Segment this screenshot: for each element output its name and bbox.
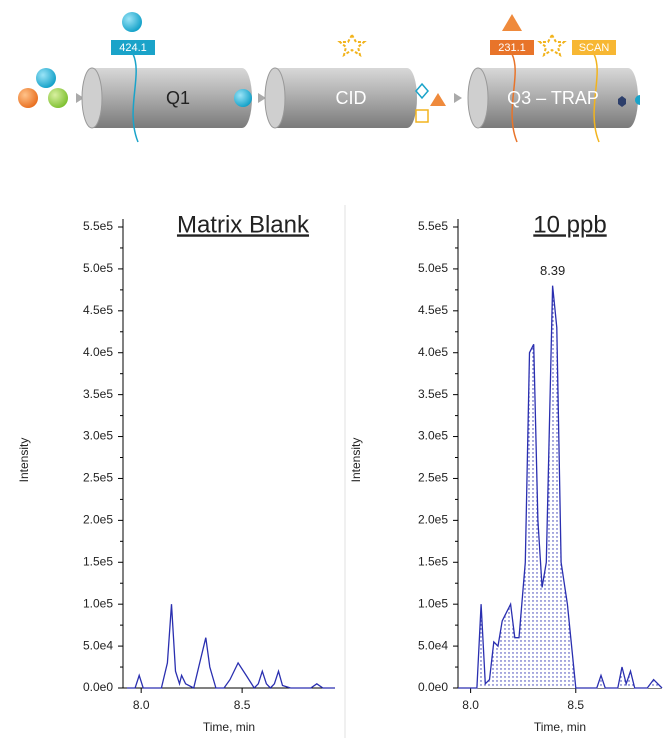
fragment <box>652 94 658 106</box>
chart-title: Matrix Blank <box>177 211 310 238</box>
y-tick-label: 3.0e5 <box>418 429 448 443</box>
y-tick-label: 4.5e5 <box>83 303 113 317</box>
y-tick-label: 5.0e5 <box>418 261 448 275</box>
cid-label: CID <box>336 88 367 108</box>
fragment <box>537 32 567 58</box>
fragment <box>502 14 522 31</box>
y-tick-label: 2.5e5 <box>418 471 448 485</box>
area-fill <box>458 285 662 688</box>
q3-label: Q3 – TRAP <box>507 88 599 108</box>
mass-box <box>490 40 534 55</box>
ion <box>48 88 68 108</box>
trace-line <box>458 285 663 689</box>
fragment <box>635 95 640 105</box>
charts: 0.0e0 5.0e4 1.0e5 1.5e5 2.0e5 2.5e5 3.0e5 3.5e5… <box>17 211 663 734</box>
x-tick-label: 8.5 <box>567 698 584 712</box>
x-tick-label: 8.0 <box>462 698 479 712</box>
q3-mass: 231.1 <box>498 42 526 54</box>
ion <box>18 88 38 108</box>
y-tick-label: 4.0e5 <box>418 345 448 359</box>
y-tick-label: 1.0e5 <box>83 596 113 610</box>
ion <box>234 89 252 107</box>
q1-mass: 424.1 <box>119 42 147 54</box>
y-tick-label: 2.0e5 <box>418 513 448 527</box>
y-tick-label: 0.0e0 <box>83 680 113 694</box>
fragment <box>430 93 446 106</box>
fragment <box>337 32 367 58</box>
y-tick-label: 1.0e5 <box>418 596 448 610</box>
y-tick-label: 3.0e5 <box>83 429 113 443</box>
fragment <box>415 109 429 123</box>
trace-line <box>127 604 335 690</box>
y-tick-label: 5.0e4 <box>83 638 113 652</box>
y-tick-label: 1.5e5 <box>83 554 113 568</box>
scan-box <box>572 40 616 55</box>
x-tick-label: 8.5 <box>234 698 251 712</box>
q1-cylinder: Q1 <box>81 53 252 143</box>
x-tick-label: 8.0 <box>133 698 150 712</box>
y-tick-label: 3.5e5 <box>83 387 113 401</box>
y-tick-label: 5.0e5 <box>83 261 113 275</box>
mass-box <box>111 40 155 55</box>
y-tick-label: 5.5e5 <box>83 219 113 233</box>
x-axis-title: Time, min <box>203 720 255 734</box>
arrow <box>454 93 462 103</box>
fragment <box>618 96 626 107</box>
y-tick-label: 4.5e5 <box>418 303 448 317</box>
fragment <box>415 82 429 100</box>
q1-label: Q1 <box>166 88 190 108</box>
cid-cylinder: CID <box>264 67 417 129</box>
x-axis-title: Time, min <box>534 720 586 734</box>
y-tick-label: 5.0e4 <box>418 638 448 652</box>
peak-annotation: 8.39 <box>540 263 565 278</box>
y-tick-label: 4.0e5 <box>83 345 113 359</box>
y-tick-label: 1.5e5 <box>418 554 448 568</box>
y-tick-label: 3.5e5 <box>418 387 448 401</box>
q3-cylinder: Q3 – TRAP <box>467 53 638 143</box>
arrow <box>258 93 266 103</box>
arrow <box>76 93 84 103</box>
y-tick-label: 2.5e5 <box>83 471 113 485</box>
chart-title: 10 ppb <box>533 211 606 238</box>
y-tick-label: 5.5e5 <box>418 219 448 233</box>
y-tick-label: 2.0e5 <box>83 513 113 527</box>
ion <box>122 12 142 32</box>
ion <box>36 68 56 88</box>
scan-label: SCAN <box>579 42 610 54</box>
y-axis-title: Intensity <box>17 438 31 483</box>
y-tick-label: 0.0e0 <box>418 680 448 694</box>
y-axis-title: Intensity <box>349 438 363 483</box>
ms-diagram: Q1 424.1 CID Q3 – TRAP 231.1 S <box>18 12 658 143</box>
